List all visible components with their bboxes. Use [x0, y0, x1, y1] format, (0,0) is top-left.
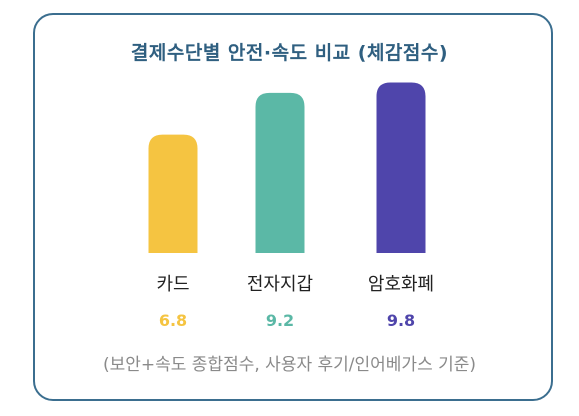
chart-title: 결제수단별 안전·속도 비교 (체감점수) [130, 42, 449, 64]
value-label-1: 6.8 [159, 311, 187, 330]
category-label-2: 전자지갑 [247, 274, 313, 295]
bar-1 [148, 134, 198, 253]
bar-3 [376, 82, 426, 253]
category-label-3: 암호화폐 [368, 274, 434, 295]
bar-2 [255, 92, 305, 253]
chart-footnote: (보안+속도 종합점수, 사용자 후기/인어베가스 기준) [102, 355, 477, 375]
value-label-3: 9.8 [387, 311, 415, 330]
category-label-1: 카드 [156, 274, 189, 295]
value-label-2: 9.2 [266, 311, 294, 330]
